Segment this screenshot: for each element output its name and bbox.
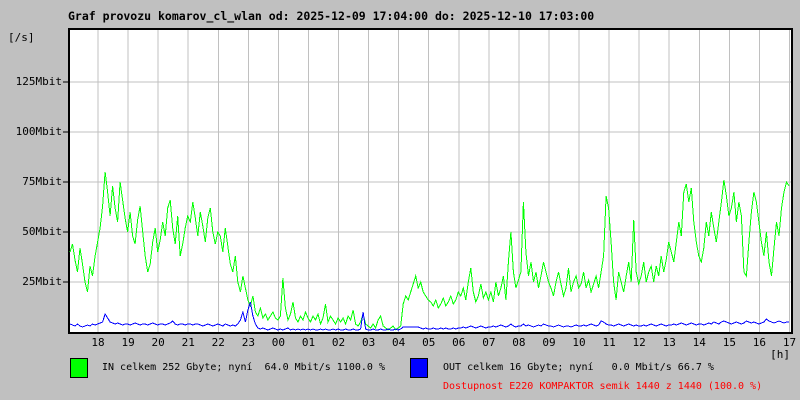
x-tick-label: 18 (91, 336, 105, 349)
in-legend-label: IN celkem 252 Gbyte; nyní 64.0 Mbit/s 11… (102, 362, 385, 373)
x-tick-label: 19 (121, 336, 135, 349)
x-tick-label: 23 (241, 336, 255, 349)
in-legend-swatch (70, 358, 88, 378)
chart-canvas (63, 30, 791, 332)
y-axis-unit-label: [/s] (8, 31, 35, 44)
y-tick-label: 25Mbit (22, 275, 62, 288)
x-tick-label: 22 (211, 336, 225, 349)
x-tick-label: 15 (722, 336, 736, 349)
out-legend-label: OUT celkem 16 Gbyte; nyní 0.0 Mbit/s 66.… (443, 362, 714, 373)
graph-title: Graf provozu komarov_cl_wlan od: 2025-12… (68, 9, 595, 23)
x-tick-label: 13 (662, 336, 676, 349)
x-tick-label: 12 (632, 336, 646, 349)
out-legend-swatch (410, 358, 428, 378)
x-tick-label: 20 (151, 336, 165, 349)
x-tick-label: 03 (361, 336, 376, 349)
x-tick-label: 05 (422, 336, 436, 349)
traffic-chart-plot (63, 28, 793, 334)
y-tick-label: 100Mbit (15, 125, 62, 138)
x-tick-label: 16 (752, 336, 767, 349)
x-tick-label: 04 (392, 336, 406, 349)
x-tick-label: 06 (452, 336, 466, 349)
x-tick-label: 10 (572, 336, 586, 349)
x-tick-label: 02 (331, 336, 346, 349)
x-tick-label: 17 (782, 336, 797, 349)
availability-text: Dostupnost E220 KOMPAKTOR semik 1440 z 1… (443, 381, 763, 392)
x-tick-label: 01 (301, 336, 316, 349)
y-tick-label: 125Mbit (15, 75, 62, 88)
x-axis-unit-label: [h] (770, 348, 790, 361)
y-tick-label: 75Mbit (22, 175, 62, 188)
x-tick-label: 09 (542, 336, 556, 349)
x-tick-label: 07 (482, 336, 496, 349)
x-tick-label: 21 (181, 336, 195, 349)
x-tick-label: 14 (692, 336, 706, 349)
y-tick-label: 50Mbit (22, 225, 62, 238)
x-tick-label: 11 (602, 336, 616, 349)
x-tick-label: 00 (271, 336, 286, 349)
x-tick-label: 08 (512, 336, 526, 349)
